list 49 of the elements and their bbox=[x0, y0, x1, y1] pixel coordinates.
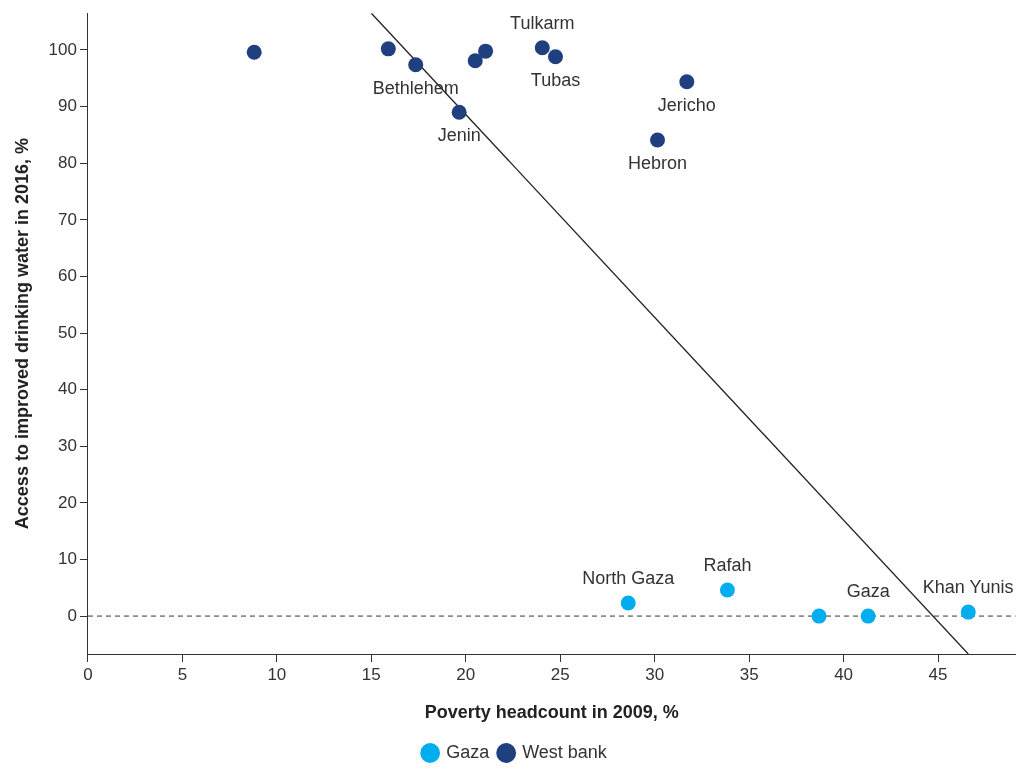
legend-label: West bank bbox=[522, 741, 608, 762]
y-axis-title: Access to improved drinking water in 2016, % bbox=[11, 138, 32, 530]
y-tick-label: 40 bbox=[58, 379, 77, 399]
x-axis-title: Poverty headcount in 2009, % bbox=[424, 702, 679, 723]
annotation: Rafah bbox=[703, 555, 752, 575]
point bbox=[478, 43, 494, 59]
y-tick-label: 20 bbox=[58, 492, 77, 512]
point bbox=[548, 49, 564, 65]
x-tick-label: 15 bbox=[361, 664, 381, 684]
point bbox=[467, 53, 483, 69]
point bbox=[534, 40, 550, 56]
x-tick-label: 25 bbox=[550, 664, 570, 684]
y-tick-label: 70 bbox=[58, 209, 77, 229]
x-tick-label: 30 bbox=[645, 664, 665, 684]
point bbox=[380, 41, 396, 57]
y-tick-label: 60 bbox=[58, 266, 77, 286]
x-tick-label: 10 bbox=[267, 664, 287, 684]
point bbox=[719, 582, 735, 598]
y-tick-label: 50 bbox=[58, 322, 77, 342]
annotation: Tulkarm bbox=[510, 12, 575, 33]
annotation: Hebron bbox=[628, 152, 688, 173]
point bbox=[451, 104, 467, 120]
y-tick-label: 100 bbox=[48, 39, 77, 59]
y-tick-label: 90 bbox=[58, 96, 77, 116]
point bbox=[408, 57, 424, 73]
y-tick-label: 0 bbox=[67, 605, 77, 625]
point bbox=[650, 132, 666, 148]
point bbox=[811, 608, 827, 624]
x-tick-label: 5 bbox=[177, 664, 188, 684]
x-tick-label: 40 bbox=[834, 664, 854, 684]
annotation: Khan Yunis bbox=[922, 577, 1014, 598]
annotation: Jenin bbox=[437, 125, 481, 146]
point bbox=[860, 608, 876, 624]
point bbox=[679, 74, 695, 90]
point bbox=[620, 595, 636, 611]
point bbox=[960, 604, 976, 620]
annotation: Jericho bbox=[657, 94, 716, 115]
x-tick-label: 0 bbox=[83, 664, 93, 684]
y-tick-label: 80 bbox=[58, 152, 77, 172]
x-tick-label: 20 bbox=[456, 664, 476, 684]
point bbox=[246, 44, 262, 60]
annotation: Gaza bbox=[846, 581, 891, 602]
annotation: North Gaza bbox=[582, 568, 676, 589]
annotation: Tubas bbox=[530, 69, 581, 90]
x-tick-label: 45 bbox=[928, 664, 948, 684]
y-tick-label: 10 bbox=[58, 549, 77, 569]
y-tick-label: 30 bbox=[58, 435, 77, 455]
x-tick-label: 35 bbox=[739, 664, 759, 684]
legend-label: Gaza bbox=[446, 741, 491, 762]
